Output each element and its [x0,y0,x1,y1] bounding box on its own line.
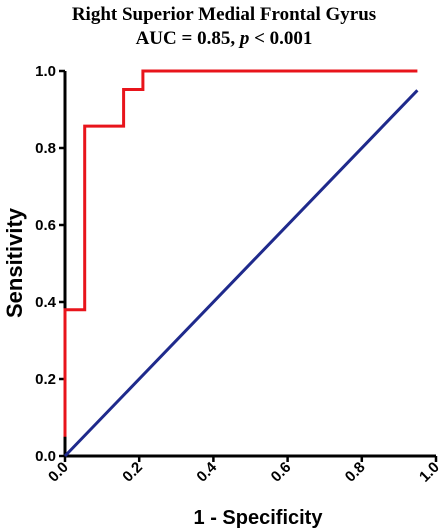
x-tick-label: 0.8 [342,459,369,486]
subtitle-threshold: < 0.001 [249,28,312,49]
subtitle-p: p [238,28,250,49]
plot-area: 0.00.20.40.60.81.00.0 0.2 0.4 0.6 0.8 1.0 [35,63,443,486]
x-tick-label: 0.2 [119,459,146,486]
chart-title: Right Superior Medial Frontal Gyrus [72,4,376,25]
y-axis-label: Sensitivity [2,207,27,318]
y-tick-label: 0.8 [35,140,56,157]
y-tick-label: 0.4 [35,294,57,311]
y-tick-label: 0.0 [35,448,56,465]
x-tick-label: 0.6 [268,459,295,486]
y-tick-label: 0.2 [35,371,56,388]
chart-subtitle: AUC = 0.85, p < 0.001 [136,28,313,49]
roc-curve-line [63,69,418,437]
x-tick-label: 0.4 [193,458,220,485]
reference-diagonal-line [63,89,419,458]
subtitle-auc: AUC = 0.85, [136,28,240,49]
y-tick-label: 1.0 [35,63,56,80]
y-tick-label: 0.6 [35,217,56,234]
x-tick-label: 1.0 [416,459,443,486]
x-axis-label: 1 - Specificity [194,507,324,529]
